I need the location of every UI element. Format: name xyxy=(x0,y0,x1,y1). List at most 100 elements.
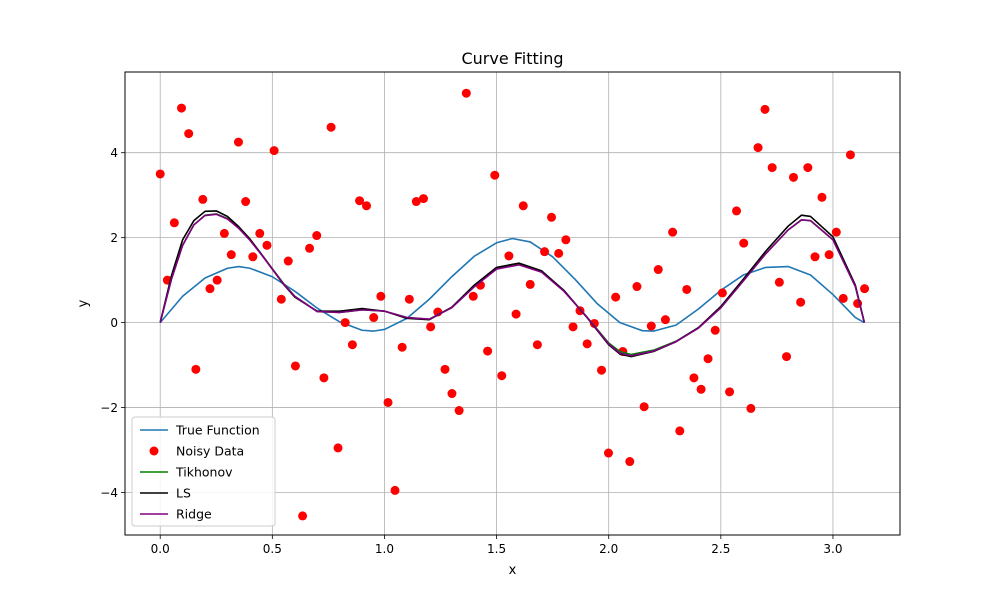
noisy-data-point xyxy=(668,227,678,237)
noisy-data-point xyxy=(739,238,749,248)
noisy-data-point xyxy=(362,201,372,211)
x-tick-label: 1.0 xyxy=(375,542,394,556)
noisy-data-point xyxy=(511,309,521,319)
noisy-data-point xyxy=(418,194,428,204)
noisy-data-point xyxy=(717,288,727,298)
legend-marker xyxy=(149,446,159,456)
noisy-data-point xyxy=(483,346,493,356)
ls-line xyxy=(159,210,866,358)
noisy-data-point xyxy=(838,293,848,303)
noisy-data-point xyxy=(333,443,343,453)
noisy-data-point xyxy=(397,342,407,352)
y-tick-label: 0 xyxy=(110,316,118,330)
x-tick-label: 1.5 xyxy=(487,542,506,556)
legend-label: True Function xyxy=(175,423,260,438)
noisy-data-point xyxy=(782,352,792,362)
noisy-data-point xyxy=(355,196,365,206)
legend-label: Tikhonov xyxy=(175,465,233,480)
noisy-data-point xyxy=(675,426,685,436)
noisy-data-point xyxy=(461,88,471,98)
noisy-data-point xyxy=(589,318,599,328)
noisy-data-point xyxy=(454,406,464,416)
ridge-line xyxy=(159,213,866,357)
noisy-data-point xyxy=(497,371,507,381)
y-tick-label: 4 xyxy=(110,146,118,160)
noisy-data-point xyxy=(233,137,243,147)
noisy-data-point xyxy=(625,457,635,467)
y-tick-label: −4 xyxy=(100,486,118,500)
noisy-data-point xyxy=(191,364,201,374)
plot-frame xyxy=(124,71,901,536)
x-axis-label: x xyxy=(509,563,517,578)
noisy-data-point xyxy=(298,511,308,521)
x-tick-label: 2.5 xyxy=(711,542,730,556)
noisy-data-point xyxy=(241,197,251,207)
legend-label: Noisy Data xyxy=(176,444,244,459)
noisy-data-point xyxy=(184,129,194,139)
noisy-data-point xyxy=(255,228,265,238)
noisy-data-point xyxy=(817,192,827,202)
noisy-data-point xyxy=(796,297,806,307)
noisy-data-point xyxy=(411,197,421,207)
x-tick-label: 2.0 xyxy=(599,542,618,556)
legend: True Function Noisy Data Tikhonov LS Ridge xyxy=(131,416,276,527)
noisy-data-point xyxy=(390,485,400,495)
noisy-data-point xyxy=(824,250,834,260)
noisy-data-point xyxy=(760,104,770,114)
noisy-data-point xyxy=(632,282,642,292)
noisy-data-point xyxy=(155,169,165,179)
noisy-data-point xyxy=(440,364,450,374)
noisy-data-point xyxy=(404,294,414,304)
noisy-data-point xyxy=(682,284,692,294)
noisy-data-point xyxy=(810,252,820,262)
noisy-data-point xyxy=(703,354,713,364)
noisy-data-point xyxy=(248,252,258,262)
legend-item-true-function: True Function xyxy=(140,423,260,438)
noisy-data-point xyxy=(376,291,386,301)
noisy-data-point xyxy=(169,218,179,228)
noisy-data-point xyxy=(504,251,514,261)
noisy-data-point xyxy=(468,291,478,301)
noisy-data-point xyxy=(269,146,279,156)
noisy-data-point xyxy=(547,212,557,222)
noisy-data-point xyxy=(312,231,322,241)
noisy-data-point xyxy=(290,361,300,371)
x-tick-label: 0.0 xyxy=(151,542,170,556)
legend-item-noisy-data: Noisy Data xyxy=(149,444,244,459)
noisy-data-point xyxy=(205,284,215,294)
noisy-data-point xyxy=(568,322,578,332)
noisy-data-point xyxy=(660,315,670,325)
noisy-data-point xyxy=(597,365,607,375)
legend-item-tikhonov: Tikhonov xyxy=(140,465,233,480)
noisy-data-point xyxy=(732,206,742,216)
noisy-data-point xyxy=(177,103,187,113)
noisy-data-point xyxy=(753,143,763,153)
noisy-data-point xyxy=(212,275,222,285)
data-series xyxy=(155,88,870,521)
noisy-data-point xyxy=(788,172,798,182)
noisy-data-point xyxy=(860,284,870,294)
noisy-data-point xyxy=(639,402,649,412)
noisy-data-point xyxy=(340,318,350,328)
noisy-data-point xyxy=(653,265,663,275)
noisy-data-point xyxy=(767,163,777,173)
noisy-data-point xyxy=(689,373,699,383)
noisy-data-point xyxy=(426,322,436,332)
legend-item-ridge: Ridge xyxy=(140,507,212,522)
noisy-data-point xyxy=(831,227,841,237)
noisy-data-point xyxy=(582,339,592,349)
x-tick-label: 0.5 xyxy=(263,542,282,556)
noisy-data-point xyxy=(219,228,229,238)
noisy-data-point xyxy=(518,201,528,211)
y-tick-label: 2 xyxy=(110,231,118,245)
y-axis-label: y xyxy=(76,299,91,307)
noisy-data-point xyxy=(447,389,457,399)
chart-title: Curve Fitting xyxy=(461,49,563,68)
noisy-data-point xyxy=(369,313,379,323)
noisy-data-point xyxy=(710,325,720,335)
noisy-data-point xyxy=(490,170,500,180)
noisy-data-point xyxy=(226,250,236,260)
legend-item-ls: LS xyxy=(140,486,191,501)
noisy-data-point xyxy=(554,248,564,258)
